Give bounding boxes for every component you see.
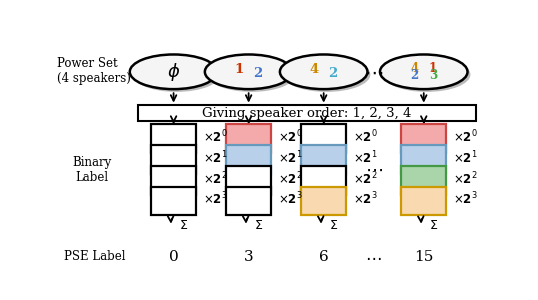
Text: $\times\mathbf{2}^{2}$: $\times\mathbf{2}^{2}$ xyxy=(203,170,228,187)
Text: $\times\mathbf{2}^{2}$: $\times\mathbf{2}^{2}$ xyxy=(353,170,378,187)
Text: Giving speaker order: 1, 2, 3, 4: Giving speaker order: 1, 2, 3, 4 xyxy=(202,107,412,120)
Text: 0: 0 xyxy=(169,250,179,264)
Ellipse shape xyxy=(283,57,370,92)
Ellipse shape xyxy=(130,55,217,89)
FancyBboxPatch shape xyxy=(226,124,271,153)
Ellipse shape xyxy=(380,55,468,89)
Text: 1: 1 xyxy=(235,64,244,76)
Text: $\times\mathbf{2}^{0}$: $\times\mathbf{2}^{0}$ xyxy=(278,129,302,145)
FancyBboxPatch shape xyxy=(401,145,446,174)
Text: $\phi$: $\phi$ xyxy=(167,61,180,83)
Text: $\cdots$: $\cdots$ xyxy=(365,161,383,179)
Text: $\times\mathbf{2}^{2}$: $\times\mathbf{2}^{2}$ xyxy=(278,170,302,187)
Text: 1: 1 xyxy=(429,62,437,75)
Text: $\Sigma$: $\Sigma$ xyxy=(429,219,438,232)
Text: 4: 4 xyxy=(410,62,419,75)
Text: 6: 6 xyxy=(319,250,329,264)
FancyBboxPatch shape xyxy=(226,166,271,195)
Text: 2: 2 xyxy=(253,67,263,80)
FancyBboxPatch shape xyxy=(301,124,346,153)
Text: $\times\mathbf{2}^{1}$: $\times\mathbf{2}^{1}$ xyxy=(278,149,302,166)
FancyBboxPatch shape xyxy=(226,145,271,174)
Ellipse shape xyxy=(280,55,367,89)
Text: 3: 3 xyxy=(429,69,437,82)
FancyBboxPatch shape xyxy=(401,187,446,215)
Text: $\times\mathbf{2}^{3}$: $\times\mathbf{2}^{3}$ xyxy=(353,191,378,208)
Ellipse shape xyxy=(133,57,220,92)
Text: $\cdots$: $\cdots$ xyxy=(365,248,382,266)
Text: $\times\mathbf{2}^{0}$: $\times\mathbf{2}^{0}$ xyxy=(453,129,478,145)
Text: Power Set
(4 speakers): Power Set (4 speakers) xyxy=(58,57,131,85)
FancyBboxPatch shape xyxy=(301,187,346,215)
FancyBboxPatch shape xyxy=(151,124,196,153)
FancyBboxPatch shape xyxy=(151,145,196,174)
Ellipse shape xyxy=(208,57,295,92)
Text: $\Sigma$: $\Sigma$ xyxy=(179,219,188,232)
Text: 2: 2 xyxy=(328,67,337,80)
FancyBboxPatch shape xyxy=(138,105,476,122)
FancyBboxPatch shape xyxy=(151,166,196,195)
Text: 3: 3 xyxy=(244,250,253,264)
FancyBboxPatch shape xyxy=(401,124,446,153)
FancyBboxPatch shape xyxy=(226,187,271,215)
Text: $\times\mathbf{2}^{3}$: $\times\mathbf{2}^{3}$ xyxy=(203,191,228,208)
Text: 2: 2 xyxy=(410,69,419,82)
Text: $\times\mathbf{2}^{0}$: $\times\mathbf{2}^{0}$ xyxy=(353,129,378,145)
FancyBboxPatch shape xyxy=(301,145,346,174)
Text: $\times\mathbf{2}^{3}$: $\times\mathbf{2}^{3}$ xyxy=(453,191,478,208)
Text: $\times\mathbf{2}^{1}$: $\times\mathbf{2}^{1}$ xyxy=(353,149,378,166)
Text: $\Sigma$: $\Sigma$ xyxy=(329,219,338,232)
Ellipse shape xyxy=(383,57,470,92)
Text: PSE Label: PSE Label xyxy=(63,250,125,263)
FancyBboxPatch shape xyxy=(301,166,346,195)
Text: $\times\mathbf{2}^{1}$: $\times\mathbf{2}^{1}$ xyxy=(453,149,478,166)
Text: $\cdots$: $\cdots$ xyxy=(364,62,384,81)
Ellipse shape xyxy=(205,55,293,89)
Text: Binary
Label: Binary Label xyxy=(73,156,112,184)
Text: $\Sigma$: $\Sigma$ xyxy=(253,219,263,232)
Text: 4: 4 xyxy=(310,64,319,76)
Text: $\times\mathbf{2}^{0}$: $\times\mathbf{2}^{0}$ xyxy=(203,129,228,145)
FancyBboxPatch shape xyxy=(151,187,196,215)
Text: $\times\mathbf{2}^{3}$: $\times\mathbf{2}^{3}$ xyxy=(278,191,302,208)
Text: 15: 15 xyxy=(414,250,434,264)
FancyBboxPatch shape xyxy=(401,166,446,195)
Text: $\times\mathbf{2}^{1}$: $\times\mathbf{2}^{1}$ xyxy=(203,149,228,166)
Text: $\times\mathbf{2}^{2}$: $\times\mathbf{2}^{2}$ xyxy=(453,170,478,187)
